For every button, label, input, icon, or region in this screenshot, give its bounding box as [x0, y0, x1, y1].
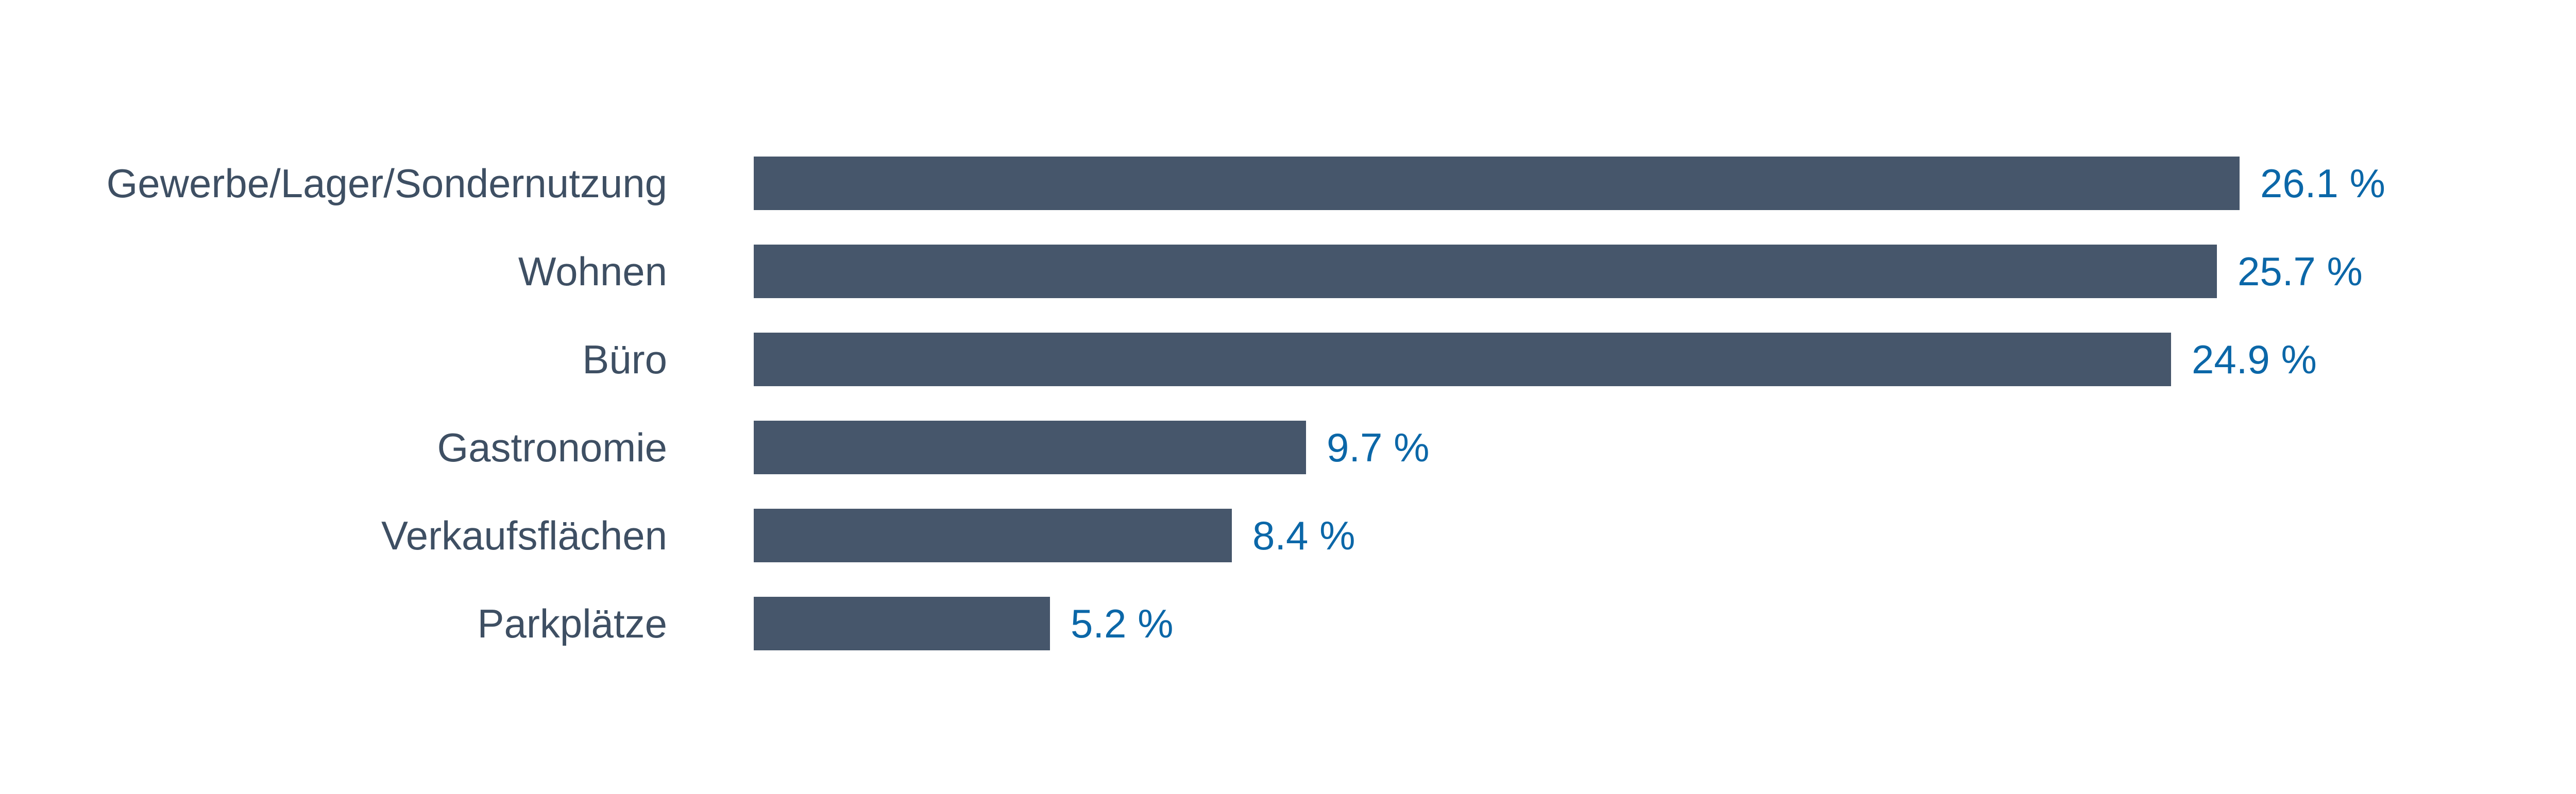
chart-row: Wohnen 25.7 % — [0, 245, 2576, 298]
bar — [754, 157, 2240, 210]
chart-row: Parkplätze 5.2 % — [0, 597, 2576, 650]
bar — [754, 245, 2217, 298]
value-label: 24.9 % — [2192, 337, 2317, 382]
value-label: 8.4 % — [1252, 513, 1355, 558]
category-label: Gewerbe/Lager/Sondernutzung — [106, 161, 667, 206]
bar — [754, 509, 1232, 562]
value-label: 26.1 % — [2260, 161, 2385, 206]
bar-chart-figure: Gewerbe/Lager/Sondernutzung 26.1 % Wohne… — [0, 157, 2576, 650]
category-label: Büro — [582, 337, 667, 382]
category-label: Wohnen — [518, 249, 667, 294]
chart-row: Büro 24.9 % — [0, 333, 2576, 386]
value-label: 9.7 % — [1327, 425, 1430, 470]
bar — [754, 597, 1050, 650]
value-label: 5.2 % — [1071, 601, 1174, 646]
category-label: Gastronomie — [437, 425, 667, 470]
chart-row: Gastronomie 9.7 % — [0, 421, 2576, 474]
chart-row: Verkaufsflächen 8.4 % — [0, 509, 2576, 562]
bar — [754, 421, 1306, 474]
category-label: Verkaufsflächen — [381, 513, 667, 558]
bar — [754, 333, 2171, 386]
value-label: 25.7 % — [2238, 249, 2363, 294]
chart-row: Gewerbe/Lager/Sondernutzung 26.1 % — [0, 157, 2576, 210]
category-label: Parkplätze — [477, 601, 667, 646]
